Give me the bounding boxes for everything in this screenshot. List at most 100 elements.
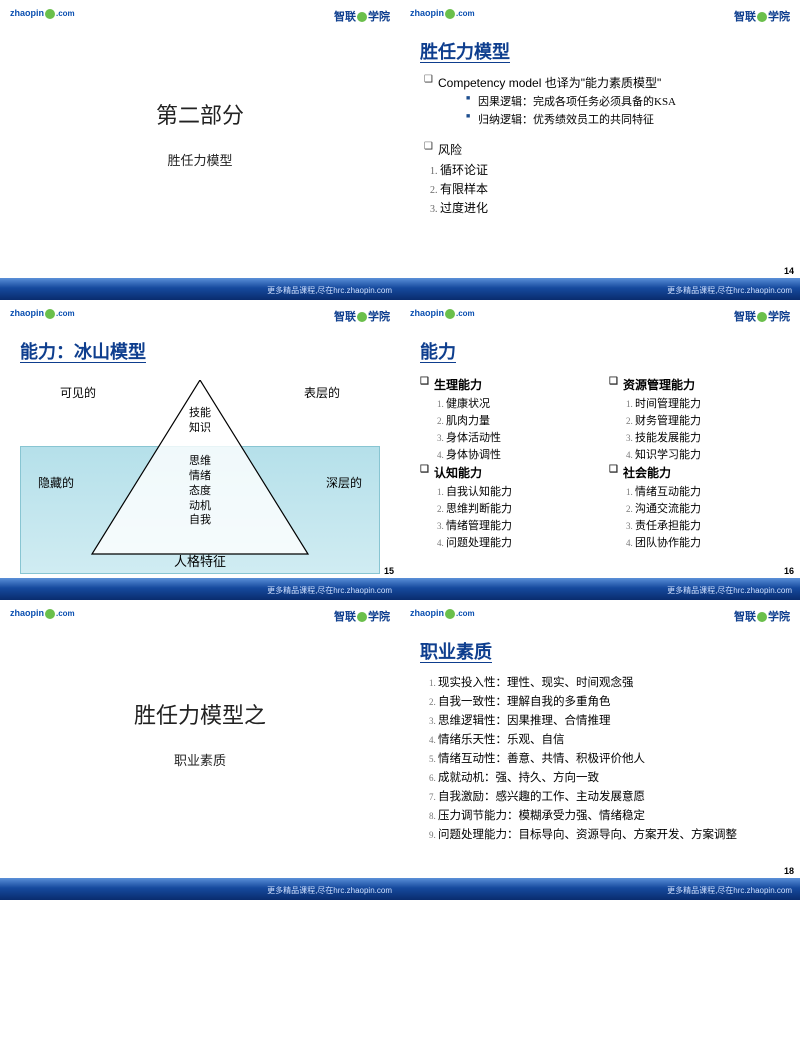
footer-text: 更多精品课程,尽在hrc.zhaopin.com — [667, 285, 792, 296]
slide-footer: 更多精品课程,尽在hrc.zhaopin.com — [400, 578, 800, 600]
list-item: 问题处理能力 — [446, 534, 591, 550]
logo-dot-icon — [45, 9, 55, 19]
logo-left: zhaopin.com — [10, 608, 75, 619]
group-heading: 认知能力 — [420, 464, 591, 481]
footer-text: 更多精品课程,尽在hrc.zhaopin.com — [667, 885, 792, 896]
bullet-list: 风险 — [420, 141, 780, 158]
list-item: 身体活动性 — [446, 429, 591, 445]
slide-body: 能力：冰山模型 可见的 表层的 隐藏的 深层的 技能 知识 思维 情绪 态度 — [0, 338, 400, 578]
list-item: 沟通交流能力 — [635, 500, 780, 516]
slide-footer: 更多精品课程,尽在hrc.zhaopin.com — [400, 278, 800, 300]
bullet-item: 风险 — [424, 141, 780, 158]
list-item: 循环论证 — [440, 161, 780, 178]
list-item: 自我一致性：理解自我的多重角色 — [438, 693, 780, 709]
page-number: 16 — [784, 566, 794, 576]
iceberg-label: 隐藏的 — [38, 474, 74, 491]
slide-body: 能力 生理能力 健康状况 肌肉力量 身体活动性 身体协调性 认知能力 自我认知能… — [400, 338, 800, 578]
slide-footer: 更多精品课程,尽在hrc.zhaopin.com — [0, 578, 400, 600]
list-item: 压力调节能力：模糊承受力强、情绪稳定 — [438, 807, 780, 823]
slide-body: 胜任力模型 Competency model 也译为"能力素质模型" 因果逻辑：… — [400, 38, 800, 278]
numbered-list: 循环论证 有限样本 过度进化 — [420, 161, 780, 216]
list-item: 问题处理能力：目标导向、资源导向、方案开发、方案调整 — [438, 826, 780, 842]
section-title-block: 第二部分 胜任力模型 — [0, 98, 400, 278]
logo-left: zhaopin.com — [10, 308, 75, 319]
group-heading: 资源管理能力 — [609, 376, 780, 393]
slide-footer: 更多精品课程,尽在hrc.zhaopin.com — [400, 878, 800, 900]
list-item: 肌肉力量 — [446, 412, 591, 428]
slide-footer: 更多精品课程,尽在hrc.zhaopin.com — [0, 878, 400, 900]
logo-dot-icon — [445, 9, 455, 19]
section-subtitle: 职业素质 — [20, 750, 380, 769]
list-item: 现实投入性：理性、现实、时间观念强 — [438, 674, 780, 690]
footer-text: 更多精品课程,尽在hrc.zhaopin.com — [267, 285, 392, 296]
logo-left: zhaopin.com — [10, 8, 75, 19]
logo-right: 智联学院 — [734, 308, 790, 324]
sub-item: 因果逻辑：完成各项任务必须具备的KSA — [466, 93, 780, 109]
two-column-layout: 生理能力 健康状况 肌肉力量 身体活动性 身体协调性 认知能力 自我认知能力 思… — [420, 374, 780, 551]
list-item: 有限样本 — [440, 180, 780, 197]
list-item: 知识学习能力 — [635, 446, 780, 462]
logo-right: 智联学院 — [334, 608, 390, 624]
iceberg-label: 可见的 — [60, 384, 96, 401]
footer-text: 更多精品课程,尽在hrc.zhaopin.com — [667, 585, 792, 596]
iceberg-label: 表层的 — [304, 384, 340, 401]
list-item: 身体协调性 — [446, 446, 591, 462]
footer-text: 更多精品课程,尽在hrc.zhaopin.com — [267, 885, 392, 896]
list-item: 时间管理能力 — [635, 395, 780, 411]
section-subtitle: 胜任力模型 — [20, 150, 380, 169]
logo-right: 智联学院 — [334, 8, 390, 24]
slide-grid: zhaopin.com 智联学院 第二部分 胜任力模型 更多精品课程,尽在hrc… — [0, 0, 800, 900]
column-left: 生理能力 健康状况 肌肉力量 身体活动性 身体协调性 认知能力 自我认知能力 思… — [420, 374, 591, 551]
logo-dot-icon — [757, 12, 767, 22]
list-item: 自我激励：感兴趣的工作、主动发展意愿 — [438, 788, 780, 804]
group-list: 健康状况 肌肉力量 身体活动性 身体协调性 — [420, 395, 591, 462]
logo-dot-icon — [357, 312, 367, 322]
logo-left: zhaopin.com — [410, 608, 475, 619]
logo-right: 智联学院 — [734, 608, 790, 624]
slide-title: 胜任力模型 — [420, 38, 780, 64]
list-item: 责任承担能力 — [635, 517, 780, 533]
logo-dot-icon — [445, 609, 455, 619]
logo-dot-icon — [445, 309, 455, 319]
group-list: 时间管理能力 财务管理能力 技能发展能力 知识学习能力 — [609, 395, 780, 462]
iceberg-bottom-items: 思维 情绪 态度 动机 自我 — [189, 454, 211, 528]
list-item: 技能发展能力 — [635, 429, 780, 445]
page-number: 18 — [784, 866, 794, 876]
sub-list: 因果逻辑：完成各项任务必须具备的KSA 归纳逻辑：优秀绩效员工的共同特征 — [438, 93, 780, 127]
list-item: 情绪互动能力 — [635, 483, 780, 499]
group-list: 情绪互动能力 沟通交流能力 责任承担能力 团队协作能力 — [609, 483, 780, 550]
logo-right: 智联学院 — [734, 8, 790, 24]
list-item: 自我认知能力 — [446, 483, 591, 499]
logo-dot-icon — [357, 12, 367, 22]
logo-left: zhaopin.com — [410, 308, 475, 319]
slide-title: 职业素质 — [420, 638, 780, 664]
list-item: 团队协作能力 — [635, 534, 780, 550]
logo-dot-icon — [357, 612, 367, 622]
group-heading: 社会能力 — [609, 464, 780, 481]
slide-footer: 更多精品课程,尽在hrc.zhaopin.com — [0, 278, 400, 300]
logo-dot-icon — [45, 309, 55, 319]
slide-title: 能力：冰山模型 — [20, 338, 388, 364]
logo-dot-icon — [45, 609, 55, 619]
list-item: 财务管理能力 — [635, 412, 780, 428]
iceberg-label: 深层的 — [326, 474, 362, 491]
column-right: 资源管理能力 时间管理能力 财务管理能力 技能发展能力 知识学习能力 社会能力 … — [609, 374, 780, 551]
slide-15: zhaopin.com 智联学院 能力：冰山模型 可见的 表层的 隐藏的 深层的… — [0, 300, 400, 600]
section-title: 第二部分 — [20, 98, 380, 130]
slide-body: 职业素质 现实投入性：理性、现实、时间观念强 自我一致性：理解自我的多重角色 思… — [400, 638, 800, 878]
sub-item: 归纳逻辑：优秀绩效员工的共同特征 — [466, 111, 780, 127]
section-title: 胜任力模型之 — [20, 698, 380, 730]
iceberg-base-label: 人格特征 — [174, 551, 226, 570]
slide-14: zhaopin.com 智联学院 胜任力模型 Competency model … — [400, 0, 800, 300]
slide-16: zhaopin.com 智联学院 能力 生理能力 健康状况 肌肉力量 身体活动性… — [400, 300, 800, 600]
page-number: 15 — [384, 566, 394, 576]
group-list: 自我认知能力 思维判断能力 情绪管理能力 问题处理能力 — [420, 483, 591, 550]
logo-dot-icon — [757, 312, 767, 322]
list-item: 思维判断能力 — [446, 500, 591, 516]
iceberg-top-items: 技能 知识 — [189, 406, 211, 436]
list-item: 情绪乐天性：乐观、自信 — [438, 731, 780, 747]
list-item: 成就动机：强、持久、方向一致 — [438, 769, 780, 785]
bullet-list: Competency model 也译为"能力素质模型" 因果逻辑：完成各项任务… — [420, 74, 780, 127]
list-item: 思维逻辑性：因果推理、合情推理 — [438, 712, 780, 728]
bullet-item: Competency model 也译为"能力素质模型" 因果逻辑：完成各项任务… — [424, 74, 780, 127]
